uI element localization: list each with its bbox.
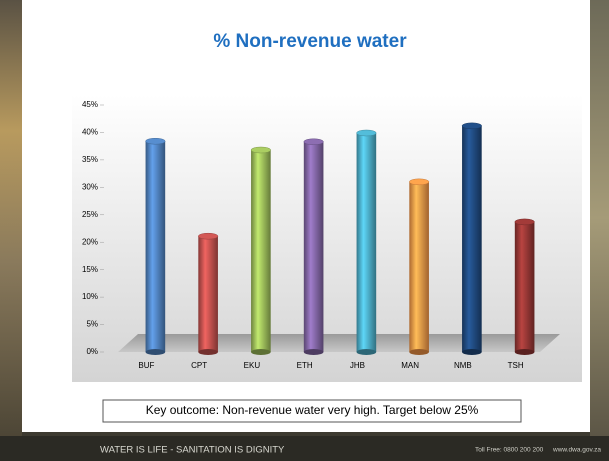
- bar-bottom: [303, 349, 324, 355]
- footer-contact: Toll Free: 0800 200 200: [475, 447, 544, 454]
- bar-bottom: [409, 349, 429, 355]
- bar: [198, 236, 218, 352]
- bar-bottom: [251, 349, 271, 355]
- bar-bottom: [145, 349, 166, 355]
- x-tick-label: EKU: [244, 361, 261, 370]
- bar-bottom: [356, 349, 377, 355]
- y-tick-label: 15%: [82, 265, 98, 274]
- bar-top: [514, 218, 535, 226]
- bar: [251, 150, 271, 352]
- x-tick-label: NMB: [454, 361, 472, 370]
- caption: Key outcome: Non-revenue water very high…: [146, 403, 479, 417]
- caption-box: [102, 399, 522, 423]
- plot: 0% 5% 10% 15% 20% 25% 30% 35% 40% 45% BUF CPT EKU ETH…: [82, 100, 535, 370]
- y-tick-label: 25%: [82, 210, 98, 219]
- footer-bar: [0, 436, 609, 461]
- floor: [118, 334, 560, 352]
- y-tick-label: 5%: [86, 320, 98, 329]
- bar-bottom: [514, 349, 535, 355]
- bar: [303, 141, 324, 352]
- y-tick-label: 45%: [82, 100, 98, 109]
- bar-bottom: [462, 349, 482, 355]
- bar-top: [198, 232, 219, 240]
- x-tick-label: CPT: [191, 361, 207, 370]
- bar-top: [250, 146, 271, 154]
- x-tick-label: ETH: [297, 361, 313, 370]
- chart-title: % Non-revenue water: [213, 31, 407, 52]
- x-tick-label: TSH: [508, 361, 524, 370]
- footer-website: www.dwa.gov.za: [552, 447, 601, 454]
- y-tick-label: 10%: [82, 292, 98, 301]
- x-tick-label: JHB: [350, 361, 365, 370]
- x-tick-label: BUF: [138, 361, 154, 370]
- bar-top: [356, 129, 377, 137]
- bar: [145, 141, 166, 352]
- y-tick-label: 30%: [82, 182, 98, 191]
- bar: [462, 125, 482, 352]
- x-tick-label: MAN: [401, 361, 419, 370]
- footer-slogan: WATER IS LIFE - SANITATION IS DIGNITY: [100, 445, 285, 456]
- bar-top: [303, 138, 324, 146]
- bar-top: [409, 178, 430, 186]
- y-tick-label: 40%: [82, 128, 98, 137]
- bar: [514, 221, 535, 352]
- y-tick-label: 0%: [86, 347, 98, 356]
- bar-top: [145, 137, 166, 145]
- right-border: [590, 0, 609, 436]
- bar-top: [461, 122, 482, 130]
- bar-bottom: [198, 349, 218, 355]
- bar: [356, 132, 377, 352]
- y-tick-label: 20%: [82, 237, 98, 246]
- left-border: [0, 0, 22, 436]
- bar: [409, 181, 429, 352]
- y-tick-label: 35%: [82, 155, 98, 164]
